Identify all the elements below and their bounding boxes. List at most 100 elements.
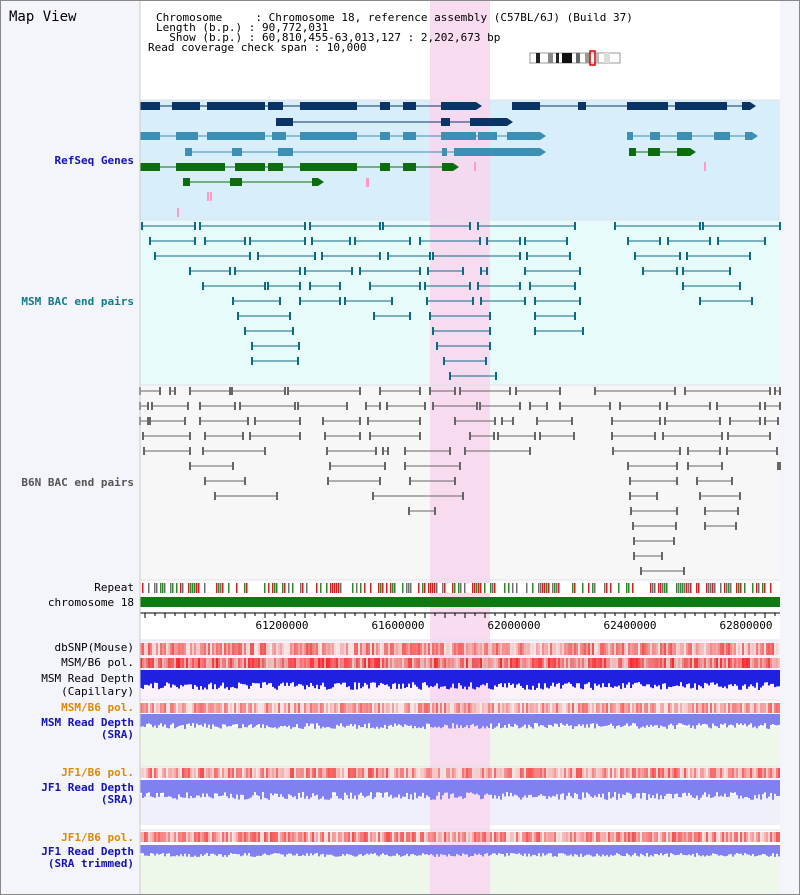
read-depth-bar <box>294 780 296 797</box>
polymorphism-cell <box>700 768 702 778</box>
read-depth-bar <box>516 780 518 796</box>
polymorphism-cell <box>520 643 522 655</box>
read-depth-bar <box>228 714 230 727</box>
read-depth-bar <box>368 670 370 689</box>
polymorphism-cell <box>564 643 566 655</box>
read-depth-bar <box>312 780 314 794</box>
repeat-element <box>170 583 172 593</box>
read-depth-bar <box>518 845 520 854</box>
polymorphism-cell <box>486 703 488 713</box>
read-depth-bar <box>578 780 580 800</box>
jf1-pol2-track-label[interactable]: JF1/B6 pol. <box>61 831 134 844</box>
repeat-element <box>490 583 492 593</box>
polymorphism-cell <box>550 643 552 655</box>
repeat-element <box>478 583 480 593</box>
bac-end-left <box>249 237 251 245</box>
polymorphism-cell <box>440 703 442 713</box>
polymorphism-cell <box>756 703 758 713</box>
read-depth-bar <box>340 780 342 799</box>
jf1-pol-track-label[interactable]: JF1/B6 pol. <box>61 766 134 779</box>
read-depth-bar <box>228 845 230 855</box>
bac-end-right <box>534 432 536 440</box>
polymorphism-cell <box>546 832 548 842</box>
polymorphism-cell <box>754 703 756 713</box>
polymorphism-cell <box>734 832 736 842</box>
polymorphism-cell <box>658 643 660 655</box>
polymorphism-cell <box>408 643 410 655</box>
polymorphism-cell <box>540 643 542 655</box>
read-depth-bar <box>364 845 366 855</box>
repeat-element <box>160 583 162 593</box>
jf1-trimmed-depth-label[interactable]: JF1 Read Depth <box>41 845 134 858</box>
polymorphism-cell <box>586 703 588 713</box>
read-depth-bar <box>532 780 534 798</box>
read-depth-bar <box>510 714 512 727</box>
read-depth-bar <box>304 780 306 799</box>
bac-end-right <box>519 237 521 245</box>
polymorphism-cell <box>538 658 540 668</box>
read-depth-bar <box>512 714 514 727</box>
polymorphism-cell <box>574 768 576 778</box>
msm-pol-track-label[interactable]: MSM/B6 pol. <box>61 656 134 669</box>
polymorphism-cell <box>272 658 274 668</box>
polymorphism-cell <box>384 768 386 778</box>
read-depth-bar <box>550 780 552 798</box>
bac-end-right <box>769 387 771 395</box>
read-depth-bar <box>760 845 762 856</box>
polymorphism-cell <box>436 703 438 713</box>
read-depth-bar <box>582 780 584 793</box>
polymorphism-cell <box>738 703 740 713</box>
polymorphism-cell <box>766 643 768 655</box>
refseq-track-label[interactable]: RefSeq Genes <box>54 154 134 167</box>
polymorphism-cell <box>146 832 148 842</box>
polymorphism-cell <box>740 643 742 655</box>
read-depth-bar <box>682 780 684 794</box>
polymorphism-cell <box>700 703 702 713</box>
polymorphism-cell <box>380 768 382 778</box>
read-depth-bar <box>598 670 600 685</box>
read-depth-bar <box>140 780 142 793</box>
bac-end-right <box>159 387 161 395</box>
polymorphism-cell <box>210 832 212 842</box>
dbsnp-track-label[interactable]: dbSNP(Mouse) <box>54 641 134 654</box>
polymorphism-cell <box>582 832 584 842</box>
repeat-element <box>752 583 754 593</box>
polymorphism-cell <box>756 832 758 842</box>
read-depth-bar <box>762 780 764 795</box>
msm-pol2-track-label[interactable]: MSM/B6 pol. <box>61 701 134 714</box>
polymorphism-cell <box>216 768 218 778</box>
polymorphism-cell <box>754 832 756 842</box>
jf1-sra-depth-label[interactable]: JF1 Read Depth <box>41 781 134 794</box>
polymorphism-cell <box>180 832 182 842</box>
read-depth-bar <box>258 670 260 684</box>
polymorphism-cell <box>706 703 708 713</box>
polymorphism-cell <box>470 832 472 842</box>
read-depth-bar <box>464 780 466 798</box>
read-depth-bar <box>768 714 770 729</box>
msm-capillary-depth-label[interactable]: MSM Read Depth <box>41 672 134 685</box>
read-depth-bar <box>316 670 318 685</box>
msm-bac-track-label[interactable]: MSM BAC end pairs <box>21 295 134 308</box>
read-depth-bar <box>488 670 490 689</box>
read-depth-bar <box>672 780 674 799</box>
bac-end-left <box>204 237 206 245</box>
b6n-bac-track-label[interactable]: B6N BAC end pairs <box>21 476 134 489</box>
msm-sra-depth-label[interactable]: MSM Read Depth <box>41 716 134 729</box>
gene-exon <box>232 148 242 156</box>
read-depth-bar <box>458 714 460 729</box>
read-depth-bar <box>760 714 762 725</box>
read-depth-bar <box>430 670 432 687</box>
polymorphism-cell <box>184 643 186 655</box>
gene-exon <box>230 178 242 186</box>
repeat-element <box>610 583 612 593</box>
polymorphism-cell <box>722 832 724 842</box>
read-depth-bar <box>176 780 178 800</box>
polymorphism-cell <box>632 832 634 842</box>
repeat-element <box>698 583 700 593</box>
polymorphism-cell <box>208 643 210 655</box>
read-depth-bar <box>608 714 610 726</box>
polymorphism-cell <box>628 658 630 668</box>
read-depth-bar <box>172 780 174 799</box>
read-depth-bar <box>214 714 216 727</box>
